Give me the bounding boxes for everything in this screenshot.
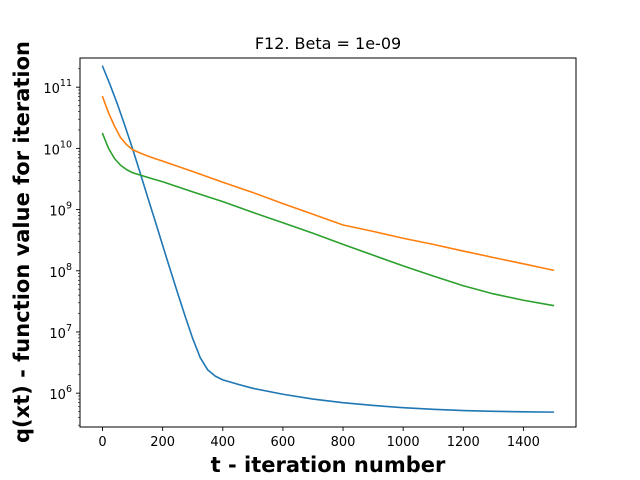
- x-tick-label: 600: [270, 435, 295, 450]
- y-tick-label: 1010: [43, 139, 72, 158]
- y-tick-label: 107: [49, 323, 72, 342]
- series-line-3: [101, 132, 555, 307]
- series-line-2: [101, 95, 555, 272]
- y-axis-ticks: 106 107 108 109 1010 1011: [43, 68, 80, 426]
- series-line-1: [101, 65, 555, 413]
- y-axis-label: q(xt) - function value for iteration: [10, 41, 34, 443]
- y-tick-label: 109: [49, 201, 72, 220]
- series-layer: [101, 65, 555, 413]
- x-tick-label: 800: [331, 435, 356, 450]
- y-tick-label: 108: [49, 262, 72, 281]
- x-tick-label: 200: [150, 435, 175, 450]
- plot-frame: [79, 57, 577, 428]
- x-tick-label: 0: [98, 435, 106, 450]
- y-tick-label: 106: [49, 384, 72, 403]
- chart-title: F12. Beta = 1e-09: [255, 34, 401, 53]
- y-tick-label: 1011: [43, 78, 72, 97]
- x-axis-ticks: 0 200 400 600 800 1000 1200 1400: [98, 427, 540, 450]
- x-tick-label: 1000: [387, 435, 420, 450]
- x-tick-label: 1200: [447, 435, 480, 450]
- x-tick-label: 400: [210, 435, 235, 450]
- x-axis-label: t - iteration number: [211, 453, 446, 477]
- x-tick-label: 1400: [507, 435, 540, 450]
